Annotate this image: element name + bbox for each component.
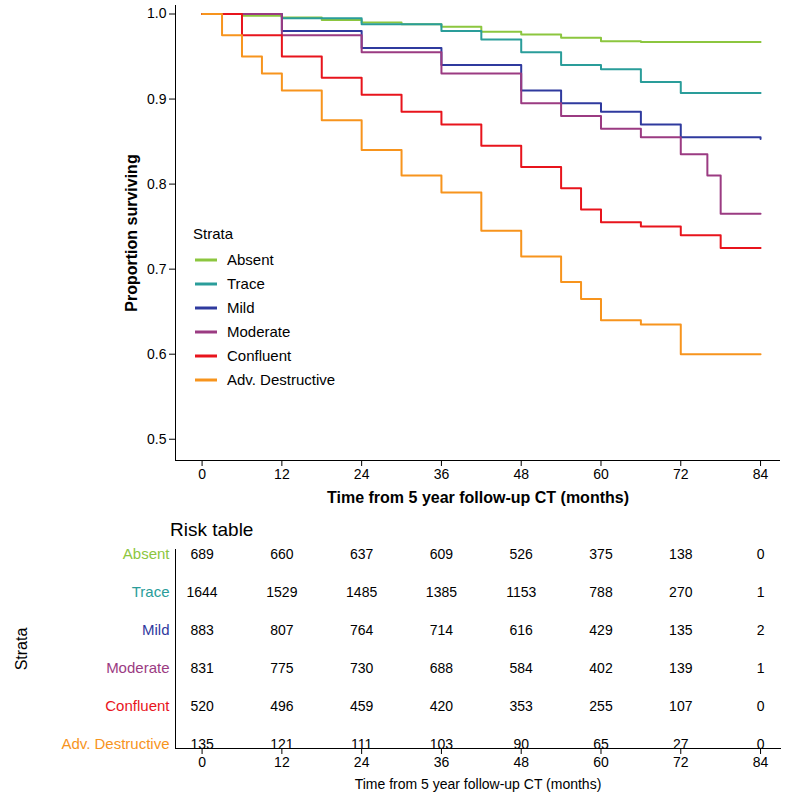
svg-text:103: 103	[430, 736, 454, 752]
svg-text:1644: 1644	[187, 584, 218, 600]
svg-text:1385: 1385	[426, 584, 457, 600]
svg-text:1: 1	[757, 660, 765, 676]
svg-text:Trace: Trace	[132, 583, 170, 600]
svg-text:121: 121	[270, 736, 294, 752]
svg-text:616: 616	[510, 622, 534, 638]
svg-text:Confluent: Confluent	[105, 697, 170, 714]
svg-text:609: 609	[430, 546, 454, 562]
svg-text:1485: 1485	[346, 584, 377, 600]
svg-text:353: 353	[510, 698, 534, 714]
svg-text:107: 107	[669, 698, 693, 714]
svg-text:1: 1	[757, 584, 765, 600]
svg-text:1.0: 1.0	[147, 5, 167, 21]
svg-text:807: 807	[270, 622, 294, 638]
html-text:Risk table: Risk table	[170, 519, 254, 540]
svg-text:883: 883	[190, 622, 214, 638]
html-text:Confluent: Confluent	[227, 347, 292, 364]
svg-text:0: 0	[198, 754, 206, 770]
svg-text:1529: 1529	[266, 584, 297, 600]
svg-text:526: 526	[510, 546, 534, 562]
svg-text:135: 135	[669, 622, 693, 638]
svg-text:689: 689	[190, 546, 214, 562]
svg-text:2: 2	[757, 622, 765, 638]
svg-text:0.6: 0.6	[147, 346, 167, 362]
svg-text:459: 459	[350, 698, 374, 714]
svg-text:Proportion surviving: Proportion surviving	[123, 154, 140, 311]
svg-text:775: 775	[270, 660, 294, 676]
svg-text:0.7: 0.7	[147, 261, 167, 277]
svg-text:111: 111	[351, 736, 372, 752]
svg-text:24: 24	[354, 466, 370, 482]
svg-text:255: 255	[589, 698, 613, 714]
svg-text:Moderate: Moderate	[106, 659, 169, 676]
svg-text:48: 48	[513, 754, 529, 770]
svg-text:139: 139	[669, 660, 693, 676]
svg-text:72: 72	[673, 466, 689, 482]
svg-text:135: 135	[190, 736, 214, 752]
svg-text:65: 65	[593, 736, 609, 752]
svg-text:27: 27	[673, 736, 689, 752]
svg-text:496: 496	[270, 698, 294, 714]
svg-text:730: 730	[350, 660, 374, 676]
svg-text:0: 0	[757, 736, 765, 752]
svg-text:0.8: 0.8	[147, 176, 167, 192]
svg-text:36: 36	[434, 466, 450, 482]
svg-text:Mild: Mild	[142, 621, 170, 638]
svg-text:0: 0	[198, 466, 206, 482]
svg-text:Time from 5 year follow-up CT: Time from 5 year follow-up CT (months)	[355, 776, 602, 792]
svg-text:60: 60	[593, 466, 609, 482]
svg-text:0: 0	[757, 546, 765, 562]
svg-text:660: 660	[270, 546, 294, 562]
svg-text:Absent: Absent	[123, 545, 171, 562]
html-text:Strata: Strata	[193, 225, 233, 242]
svg-text:270: 270	[669, 584, 693, 600]
svg-text:84: 84	[753, 754, 769, 770]
svg-text:0.5: 0.5	[147, 431, 167, 447]
svg-text:520: 520	[190, 698, 214, 714]
svg-text:584: 584	[510, 660, 534, 676]
svg-text:1153: 1153	[506, 584, 536, 600]
html-text:Adv. Destructive: Adv. Destructive	[227, 371, 336, 388]
html-text:Mild: Mild	[227, 299, 255, 316]
svg-text:688: 688	[430, 660, 454, 676]
svg-text:788: 788	[589, 584, 613, 600]
svg-text:12: 12	[274, 466, 290, 482]
svg-text:420: 420	[430, 698, 454, 714]
svg-text:0: 0	[757, 698, 765, 714]
svg-text:48: 48	[513, 466, 529, 482]
svg-text:90: 90	[513, 736, 529, 752]
html-text:Moderate: Moderate	[227, 323, 291, 340]
svg-text:72: 72	[673, 754, 689, 770]
svg-text:36: 36	[434, 754, 450, 770]
svg-text:138: 138	[669, 546, 693, 562]
svg-text:764: 764	[350, 622, 374, 638]
html-text:Trace: Trace	[227, 275, 265, 292]
svg-text:831: 831	[190, 660, 214, 676]
svg-text:429: 429	[589, 622, 613, 638]
svg-text:375: 375	[589, 546, 613, 562]
svg-text:24: 24	[354, 754, 370, 770]
svg-text:60: 60	[593, 754, 609, 770]
svg-text:Adv. Destructive: Adv. Destructive	[61, 735, 169, 752]
svg-text:Strata: Strata	[13, 628, 30, 671]
svg-text:0.9: 0.9	[147, 91, 167, 107]
html-text:Absent: Absent	[227, 251, 274, 268]
svg-text:714: 714	[430, 622, 454, 638]
svg-text:84: 84	[753, 466, 769, 482]
svg-text:12: 12	[274, 754, 290, 770]
svg-text:637: 637	[350, 546, 374, 562]
svg-text:402: 402	[589, 660, 613, 676]
svg-text:Time from 5 year follow-up CT: Time from 5 year follow-up CT (months)	[327, 489, 629, 506]
